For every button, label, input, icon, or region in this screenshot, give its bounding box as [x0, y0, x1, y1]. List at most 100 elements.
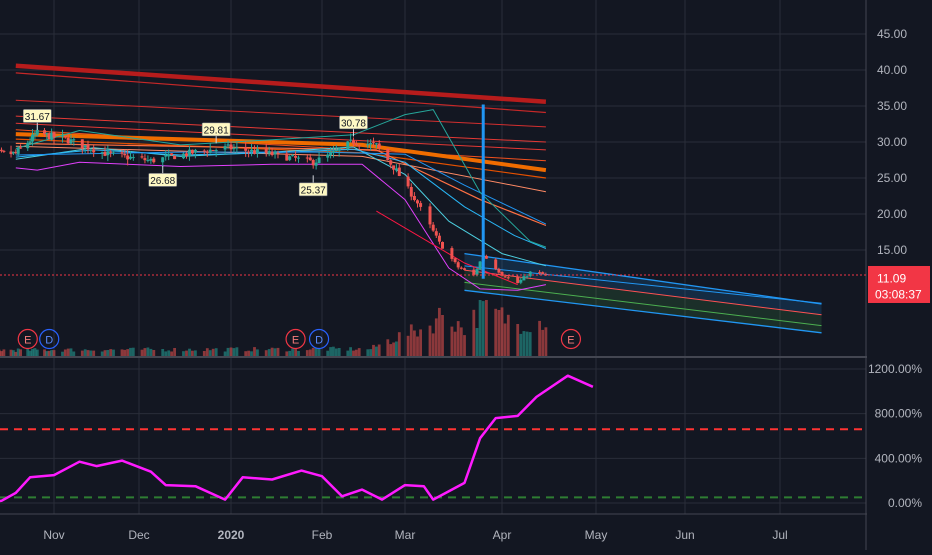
candle-body[interactable]	[472, 269, 476, 275]
candle-body[interactable]	[164, 155, 168, 157]
candle-body[interactable]	[349, 139, 353, 141]
candle-body[interactable]	[412, 196, 416, 200]
candle-body[interactable]	[253, 150, 256, 154]
candle-body[interactable]	[250, 149, 253, 152]
candle-body[interactable]	[66, 138, 70, 144]
candle-body[interactable]	[397, 167, 401, 176]
candle-body[interactable]	[103, 151, 107, 156]
candle-body[interactable]	[389, 160, 393, 165]
candle-body[interactable]	[86, 144, 90, 150]
candle-body[interactable]	[314, 162, 318, 166]
candle-body[interactable]	[255, 149, 259, 154]
candle-body[interactable]	[291, 155, 295, 157]
candle-body[interactable]	[123, 154, 127, 156]
candle-body[interactable]	[409, 187, 413, 197]
dividend-event-marker[interactable]	[39, 328, 60, 350]
candle-body[interactable]	[276, 152, 280, 154]
candle-body[interactable]	[33, 134, 37, 136]
candle-body[interactable]	[146, 159, 150, 161]
candle-body[interactable]	[357, 145, 361, 147]
candle-body[interactable]	[43, 130, 46, 135]
candle-body[interactable]	[463, 268, 466, 270]
candle-body[interactable]	[45, 133, 49, 135]
candle-body[interactable]	[506, 277, 510, 279]
candle-body[interactable]	[190, 149, 194, 154]
candle-body[interactable]	[129, 156, 132, 159]
candle-body[interactable]	[149, 159, 153, 161]
candle-body[interactable]	[131, 157, 135, 159]
candle-body[interactable]	[431, 224, 435, 231]
candle-body[interactable]	[522, 276, 526, 281]
candle-body[interactable]	[478, 261, 482, 270]
candle-body[interactable]	[453, 258, 457, 262]
candle-body[interactable]	[235, 147, 239, 149]
candle-body[interactable]	[193, 149, 197, 153]
candle-body[interactable]	[205, 151, 209, 153]
candle-body[interactable]	[52, 132, 56, 138]
candle-body[interactable]	[161, 157, 165, 163]
candle-body[interactable]	[232, 148, 236, 150]
candle-body[interactable]	[26, 143, 30, 149]
candle-body[interactable]	[441, 242, 444, 249]
candle-body[interactable]	[109, 151, 113, 153]
candle-body[interactable]	[223, 146, 227, 150]
candle-body[interactable]	[419, 203, 423, 207]
candle-body[interactable]	[377, 143, 381, 149]
candle-body[interactable]	[374, 143, 378, 145]
candle-body[interactable]	[406, 176, 410, 187]
candle-body[interactable]	[267, 151, 271, 154]
candle-body[interactable]	[126, 155, 130, 160]
candle-body[interactable]	[305, 157, 309, 159]
candle-body[interactable]	[106, 151, 110, 156]
candle-body[interactable]	[394, 168, 398, 171]
candle-body[interactable]	[14, 151, 18, 154]
candle-body[interactable]	[416, 200, 419, 204]
candle-body[interactable]	[428, 206, 432, 225]
candle-body[interactable]	[211, 150, 215, 151]
candle-body[interactable]	[63, 136, 67, 138]
candle-body[interactable]	[47, 133, 51, 140]
candle-body[interactable]	[143, 158, 147, 161]
candle-body[interactable]	[308, 157, 312, 161]
candle-body[interactable]	[352, 140, 355, 144]
candle-body[interactable]	[19, 147, 23, 149]
candle-body[interactable]	[484, 255, 488, 259]
candle-body[interactable]	[28, 141, 32, 143]
candle-body[interactable]	[503, 276, 507, 278]
candle-body[interactable]	[372, 142, 375, 144]
candle-body[interactable]	[386, 148, 390, 160]
candle-body[interactable]	[538, 272, 542, 274]
candle-body[interactable]	[500, 272, 504, 276]
candle-body[interactable]	[244, 147, 248, 151]
candle-body[interactable]	[2, 150, 6, 152]
candle-body[interactable]	[331, 151, 335, 153]
candle-body[interactable]	[31, 134, 34, 142]
candle-body[interactable]	[229, 144, 233, 150]
candle-body[interactable]	[366, 144, 370, 146]
candle-body[interactable]	[188, 149, 191, 157]
candle-body[interactable]	[392, 165, 396, 170]
candle-body[interactable]	[317, 157, 321, 164]
candle-body[interactable]	[50, 132, 54, 140]
candle-body[interactable]	[516, 276, 520, 284]
candle-body[interactable]	[112, 152, 115, 154]
candle-body[interactable]	[152, 158, 156, 163]
candle-body[interactable]	[475, 269, 479, 275]
candle-body[interactable]	[11, 151, 15, 154]
candle-body[interactable]	[35, 129, 39, 135]
candle-body[interactable]	[182, 153, 185, 159]
candle-body[interactable]	[459, 267, 463, 269]
candle-body[interactable]	[0, 149, 3, 151]
candle-body[interactable]	[437, 235, 441, 242]
candle-body[interactable]	[285, 153, 289, 161]
candle-body[interactable]	[120, 152, 124, 154]
candle-body[interactable]	[140, 156, 144, 158]
candle-body[interactable]	[202, 150, 206, 152]
candle-body[interactable]	[541, 272, 545, 275]
candle-body[interactable]	[185, 153, 188, 156]
candle-body[interactable]	[288, 156, 292, 160]
candle-body[interactable]	[525, 276, 529, 278]
candle-body[interactable]	[497, 268, 501, 273]
